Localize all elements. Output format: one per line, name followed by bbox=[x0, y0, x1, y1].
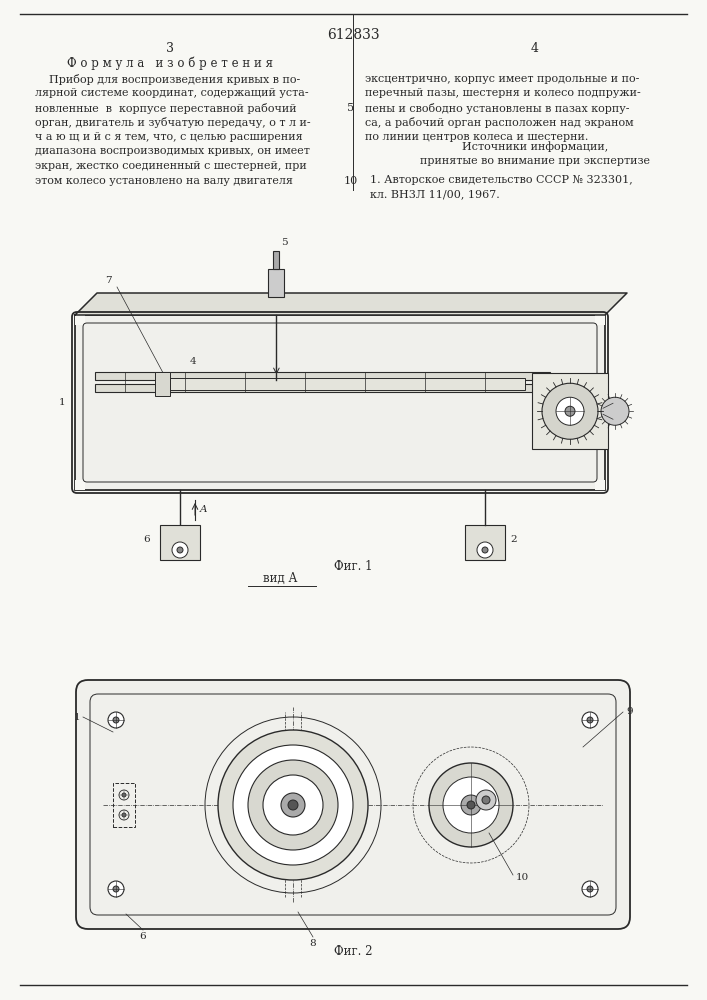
Text: 2: 2 bbox=[510, 536, 517, 544]
Text: эксцентрично, корпус имеет продольные и по-: эксцентрично, корпус имеет продольные и … bbox=[365, 74, 639, 84]
Bar bbox=[95, 371, 550, 379]
Text: по линии центров колеса и шестерни.: по линии центров колеса и шестерни. bbox=[365, 132, 588, 142]
Circle shape bbox=[218, 730, 368, 880]
Bar bbox=[170, 377, 525, 389]
Text: Прибор для воспроизведения кривых в по-: Прибор для воспроизведения кривых в по- bbox=[35, 74, 300, 85]
FancyBboxPatch shape bbox=[76, 680, 630, 929]
Text: экран, жестко соединенный с шестерней, при: экран, жестко соединенный с шестерней, п… bbox=[35, 161, 307, 171]
Text: 1: 1 bbox=[74, 712, 80, 722]
Text: A: A bbox=[200, 504, 207, 514]
Text: принятые во внимание при экспертизе: принятые во внимание при экспертизе bbox=[420, 156, 650, 166]
Text: Источники информации,: Источники информации, bbox=[462, 141, 608, 152]
Text: Фиг. 2: Фиг. 2 bbox=[334, 945, 373, 958]
Text: 8: 8 bbox=[185, 536, 192, 544]
Circle shape bbox=[172, 542, 188, 558]
Text: 1. Авторское свидетельство СССР № 323301,: 1. Авторское свидетельство СССР № 323301… bbox=[370, 175, 633, 185]
Circle shape bbox=[122, 793, 126, 797]
Circle shape bbox=[565, 406, 575, 416]
Text: орган, двигатель и зубчатую передачу, о т л и-: орган, двигатель и зубчатую передачу, о … bbox=[35, 117, 310, 128]
Circle shape bbox=[122, 813, 126, 817]
Bar bbox=[160, 525, 200, 560]
Bar bbox=[274, 251, 279, 269]
Circle shape bbox=[582, 881, 598, 897]
Bar bbox=[269, 269, 284, 297]
Text: пены и свободно установлены в пазах корпу-: пены и свободно установлены в пазах корп… bbox=[365, 103, 629, 114]
Circle shape bbox=[288, 800, 298, 810]
Circle shape bbox=[482, 547, 488, 553]
Bar bbox=[95, 383, 550, 391]
Text: Фиг. 1: Фиг. 1 bbox=[334, 560, 373, 573]
Circle shape bbox=[476, 790, 496, 810]
Circle shape bbox=[587, 886, 593, 892]
Bar bbox=[75, 315, 85, 325]
Circle shape bbox=[461, 795, 481, 815]
Circle shape bbox=[248, 760, 338, 850]
Circle shape bbox=[542, 383, 598, 439]
Text: 6: 6 bbox=[140, 932, 146, 941]
Polygon shape bbox=[75, 293, 627, 315]
Circle shape bbox=[108, 881, 124, 897]
Text: са, а рабочий орган расположен над экраном: са, а рабочий орган расположен над экран… bbox=[365, 117, 633, 128]
Bar bbox=[532, 373, 608, 449]
Text: 4: 4 bbox=[531, 42, 539, 55]
Circle shape bbox=[582, 712, 598, 728]
Text: 10: 10 bbox=[516, 872, 530, 882]
Text: 5: 5 bbox=[347, 103, 355, 113]
Text: 7: 7 bbox=[105, 276, 112, 285]
Circle shape bbox=[443, 777, 499, 833]
Circle shape bbox=[467, 801, 475, 809]
Circle shape bbox=[281, 793, 305, 817]
Text: новленные  в  корпусе переставной рабочий: новленные в корпусе переставной рабочий bbox=[35, 103, 297, 114]
Text: 612833: 612833 bbox=[327, 28, 380, 42]
Bar bbox=[155, 371, 170, 395]
Text: 3: 3 bbox=[616, 399, 623, 408]
Text: 9: 9 bbox=[616, 415, 623, 424]
Circle shape bbox=[113, 886, 119, 892]
Text: 4: 4 bbox=[190, 357, 197, 365]
Circle shape bbox=[108, 712, 124, 728]
Text: перечный пазы, шестерня и колесо подпружи-: перечный пазы, шестерня и колесо подпруж… bbox=[365, 89, 641, 99]
Bar bbox=[465, 525, 505, 560]
Text: 9: 9 bbox=[626, 708, 633, 716]
Text: кл. ВН3Л 11/00, 1967.: кл. ВН3Л 11/00, 1967. bbox=[370, 189, 500, 199]
Bar bbox=[595, 315, 605, 325]
Circle shape bbox=[556, 397, 584, 425]
Text: 3: 3 bbox=[166, 42, 174, 55]
Text: 1: 1 bbox=[59, 398, 65, 407]
Text: 5: 5 bbox=[281, 238, 288, 247]
Bar bbox=[113, 783, 135, 827]
Circle shape bbox=[587, 717, 593, 723]
Circle shape bbox=[601, 397, 629, 425]
Circle shape bbox=[477, 542, 493, 558]
Circle shape bbox=[482, 796, 490, 804]
Text: Ф о р м у л а   и з о б р е т е н и я: Ф о р м у л а и з о б р е т е н и я bbox=[67, 56, 273, 70]
Text: вид А: вид А bbox=[263, 572, 297, 585]
Circle shape bbox=[177, 547, 183, 553]
Circle shape bbox=[429, 763, 513, 847]
Text: этом колесо установлено на валу двигателя: этом колесо установлено на валу двигател… bbox=[35, 176, 293, 186]
Text: 8: 8 bbox=[310, 939, 316, 948]
Circle shape bbox=[233, 745, 353, 865]
Bar bbox=[75, 315, 605, 490]
Text: ч а ю щ и й с я тем, что, с целью расширения: ч а ю щ и й с я тем, что, с целью расшир… bbox=[35, 132, 303, 142]
Text: лярной системе координат, содержащий уста-: лярной системе координат, содержащий уст… bbox=[35, 89, 309, 99]
Text: диапазона воспроизводимых кривых, он имеет: диапазона воспроизводимых кривых, он име… bbox=[35, 146, 310, 156]
Bar bbox=[75, 480, 85, 490]
Text: 10: 10 bbox=[344, 176, 358, 186]
Circle shape bbox=[263, 775, 323, 835]
Bar bbox=[595, 480, 605, 490]
Circle shape bbox=[113, 717, 119, 723]
Text: 6: 6 bbox=[144, 536, 150, 544]
